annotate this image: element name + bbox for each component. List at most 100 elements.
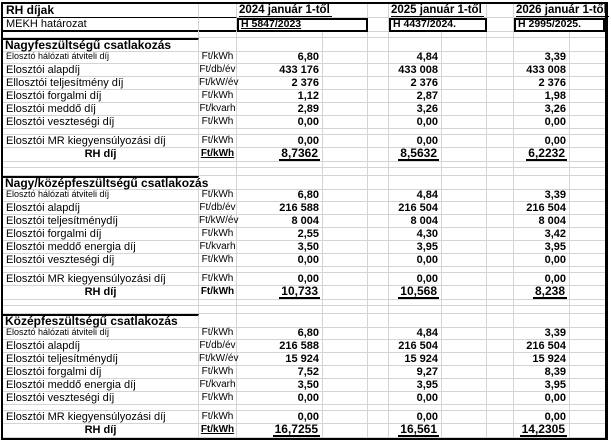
- cell-value-2024[interactable]: 6,80: [237, 189, 323, 202]
- cell-empty[interactable]: [323, 241, 368, 254]
- cell-empty[interactable]: [570, 353, 605, 366]
- cell-empty[interactable]: [570, 327, 605, 340]
- cell-empty[interactable]: [487, 215, 514, 228]
- cell-fee-label[interactable]: Elosztói teljesítménydíj: [3, 353, 199, 366]
- cell-value-2026[interactable]: 2 376: [514, 77, 570, 90]
- cell-empty[interactable]: [570, 90, 605, 103]
- cell-empty[interactable]: [442, 273, 487, 286]
- cell-total-unit[interactable]: Ft/kWh: [199, 424, 237, 438]
- cell-empty[interactable]: [487, 38, 514, 52]
- cell-empty[interactable]: [570, 77, 605, 90]
- cell-empty[interactable]: [442, 254, 487, 267]
- cell-fee-label[interactable]: Elosztó hálózati átviteli díj: [3, 327, 199, 340]
- cell-value-2026[interactable]: 3,39: [514, 327, 570, 340]
- cell-value-2025[interactable]: 216 504: [389, 340, 442, 353]
- cell-empty[interactable]: [487, 405, 514, 411]
- cell-unit[interactable]: Ft/db/év: [199, 340, 237, 353]
- cell-empty[interactable]: [487, 18, 514, 32]
- section-title[interactable]: Nagy/középfeszültségű csatlakozás: [3, 176, 209, 190]
- cell-value-2026[interactable]: 0,00: [514, 392, 570, 405]
- cell-empty[interactable]: [199, 168, 237, 176]
- cell-fee-label[interactable]: Elosztói MR kiegyensúlyozási díj: [3, 411, 199, 424]
- cell-empty[interactable]: [237, 31, 323, 38]
- cell-empty[interactable]: [368, 273, 389, 286]
- cell-value-2025[interactable]: 0,00: [389, 254, 442, 267]
- cell-empty[interactable]: [442, 129, 487, 135]
- cell-empty[interactable]: [442, 148, 487, 162]
- cell-empty[interactable]: [570, 379, 605, 392]
- cell-empty[interactable]: [442, 161, 487, 168]
- cell-fee-label[interactable]: Elosztói MR kiegyensúlyozási díj: [3, 273, 199, 286]
- cell-empty[interactable]: [487, 116, 514, 129]
- cell-empty[interactable]: [389, 168, 442, 176]
- cell-total-value-2024[interactable]: 10,733: [237, 285, 323, 300]
- cell-empty[interactable]: [389, 405, 442, 411]
- cell-empty[interactable]: [237, 299, 323, 306]
- cell-empty[interactable]: [487, 299, 514, 306]
- cell-empty[interactable]: [323, 202, 368, 215]
- cell-empty[interactable]: [570, 267, 605, 273]
- cell-empty[interactable]: [389, 161, 442, 168]
- cell-total-label[interactable]: RH díj: [3, 424, 199, 438]
- cell-empty[interactable]: [487, 254, 514, 267]
- cell-value-2026[interactable]: 3,26: [514, 103, 570, 116]
- cell-empty[interactable]: [389, 267, 442, 273]
- cell-empty[interactable]: [368, 379, 389, 392]
- cell-total-value-2024[interactable]: 16,7255: [237, 423, 323, 438]
- cell-empty[interactable]: [442, 424, 487, 438]
- cell-value-2026[interactable]: 216 504: [514, 202, 570, 215]
- cell-empty[interactable]: [487, 4, 514, 18]
- cell-total-label[interactable]: RH díj: [3, 286, 199, 300]
- cell-empty[interactable]: [323, 379, 368, 392]
- cell-empty[interactable]: [3, 168, 199, 176]
- cell-empty[interactable]: [570, 366, 605, 379]
- cell-empty[interactable]: [323, 424, 368, 438]
- cell-fee-label[interactable]: Elosztói alapdíj: [3, 202, 199, 215]
- cell-empty[interactable]: [442, 353, 487, 366]
- cell-empty[interactable]: [323, 148, 368, 162]
- cell-empty[interactable]: [199, 38, 237, 52]
- cell-empty[interactable]: [389, 299, 442, 306]
- cell-value-2026[interactable]: 216 504: [514, 340, 570, 353]
- cell-empty[interactable]: [368, 51, 389, 64]
- cell-empty[interactable]: [442, 405, 487, 411]
- cell-value-2024[interactable]: 6,80: [237, 51, 323, 64]
- cell-empty[interactable]: [570, 189, 605, 202]
- cell-value-2025[interactable]: 15 924: [389, 353, 442, 366]
- cell-fee-label[interactable]: Elosztói forgalmi díj: [3, 228, 199, 241]
- cell-empty[interactable]: [3, 405, 199, 411]
- cell-value-2026[interactable]: 3,39: [514, 51, 570, 64]
- cell-empty[interactable]: [323, 267, 368, 273]
- cell-empty[interactable]: [487, 286, 514, 300]
- cell-empty[interactable]: [570, 411, 605, 424]
- cell-value-2025[interactable]: 2 376: [389, 77, 442, 90]
- cell-empty[interactable]: [442, 189, 487, 202]
- cell-unit[interactable]: Ft/kWh: [199, 273, 237, 286]
- cell-total-value-2024[interactable]: 8,7362: [237, 147, 323, 162]
- cell-empty[interactable]: [199, 176, 237, 190]
- cell-value-2024[interactable]: 0,00: [237, 116, 323, 129]
- cell-empty[interactable]: [199, 267, 237, 273]
- cell-empty[interactable]: [442, 241, 487, 254]
- cell-unit[interactable]: Ft/kWh: [199, 366, 237, 379]
- cell-empty[interactable]: [323, 176, 368, 190]
- cell-empty[interactable]: [442, 202, 487, 215]
- cell-total-unit[interactable]: Ft/kWh: [199, 286, 237, 300]
- corner-title-cell[interactable]: RH díjak: [3, 4, 199, 18]
- cell-unit[interactable]: Ft/kWh: [199, 116, 237, 129]
- cell-empty[interactable]: [368, 327, 389, 340]
- cell-empty[interactable]: [323, 286, 368, 300]
- decision-cell-2026[interactable]: H 2995/2025.: [514, 18, 605, 32]
- cell-empty[interactable]: [368, 267, 389, 273]
- cell-value-2024[interactable]: 7,52: [237, 366, 323, 379]
- cell-empty[interactable]: [368, 314, 389, 328]
- cell-empty[interactable]: [514, 129, 570, 135]
- cell-empty[interactable]: [570, 103, 605, 116]
- cell-fee-label[interactable]: Elosztói MR kiegyensúlyozási díj: [3, 135, 199, 148]
- cell-fee-label[interactable]: Ellosztói teljesítmény díj: [3, 77, 199, 90]
- year-header-2025[interactable]: 2025 január 1-től: [389, 4, 487, 18]
- cell-empty[interactable]: [487, 176, 514, 190]
- cell-value-2026[interactable]: 3,39: [514, 189, 570, 202]
- cell-empty[interactable]: [570, 116, 605, 129]
- cell-empty[interactable]: [487, 241, 514, 254]
